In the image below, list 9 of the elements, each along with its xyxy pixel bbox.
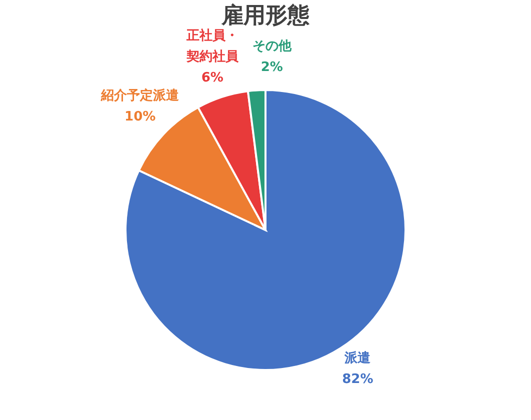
data-label: 2% — [260, 60, 283, 75]
slice-label: その他 — [252, 39, 292, 54]
chart-title: 雇用形態 — [220, 2, 310, 28]
slice-label: 紹介予定派遣 — [100, 87, 180, 104]
slice-label: 正社員・契約社員 — [185, 28, 240, 64]
data-label: 82% — [342, 372, 374, 388]
data-label: 10% — [124, 109, 156, 124]
slice-label: 派遣 — [344, 350, 372, 366]
data-label: 6% — [201, 70, 224, 86]
